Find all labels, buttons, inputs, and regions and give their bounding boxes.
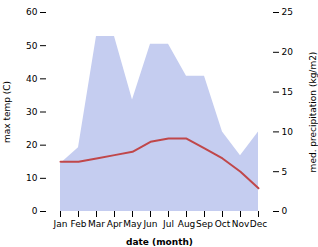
svg-text:50: 50 <box>26 41 38 51</box>
svg-text:15: 15 <box>282 87 293 97</box>
svg-text:5: 5 <box>282 167 288 177</box>
svg-text:Aug: Aug <box>178 219 196 229</box>
svg-text:Nov: Nov <box>232 219 250 229</box>
svg-text:max temp (C): max temp (C) <box>2 81 12 143</box>
svg-text:10: 10 <box>282 127 294 137</box>
svg-text:20: 20 <box>26 140 38 150</box>
svg-text:Apr: Apr <box>107 219 123 229</box>
svg-text:Mar: Mar <box>88 219 105 229</box>
svg-text:25: 25 <box>282 7 293 17</box>
svg-text:May: May <box>123 219 142 229</box>
svg-text:med. precipitation (kg/m2): med. precipitation (kg/m2) <box>308 52 318 173</box>
svg-text:Jun: Jun <box>142 219 157 229</box>
svg-text:20: 20 <box>282 47 294 57</box>
svg-text:Jul: Jul <box>162 219 174 229</box>
svg-text:Oct: Oct <box>215 219 231 229</box>
svg-text:30: 30 <box>26 107 38 117</box>
svg-text:0: 0 <box>32 206 38 216</box>
svg-text:Jan: Jan <box>53 219 68 229</box>
svg-text:0: 0 <box>282 206 288 216</box>
svg-text:40: 40 <box>26 74 38 84</box>
svg-text:60: 60 <box>26 7 38 17</box>
svg-text:Sep: Sep <box>196 219 213 229</box>
svg-text:date (month): date (month) <box>126 237 193 247</box>
svg-text:Dec: Dec <box>250 219 267 229</box>
svg-text:Feb: Feb <box>71 219 87 229</box>
svg-text:10: 10 <box>26 173 38 183</box>
